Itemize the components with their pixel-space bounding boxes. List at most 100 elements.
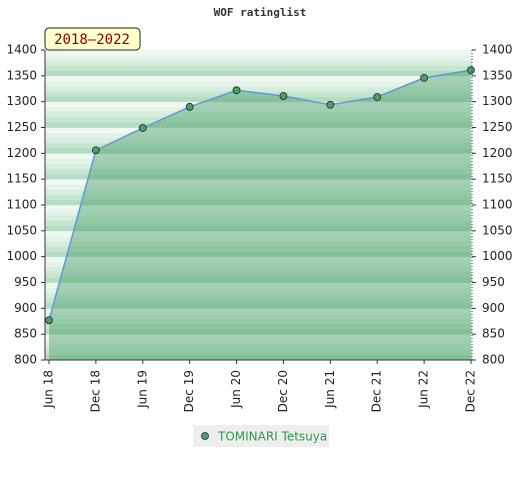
point xyxy=(373,93,382,101)
band xyxy=(45,277,472,283)
y-tick-label: 1150 xyxy=(6,172,37,186)
band xyxy=(45,298,472,304)
band xyxy=(45,153,472,159)
chart-title: WOF ratinglist xyxy=(214,6,307,19)
y-tick-label: 1350 xyxy=(6,68,37,82)
point xyxy=(45,316,53,325)
y-tick-label: 1200 xyxy=(6,146,37,160)
band xyxy=(45,287,472,294)
band xyxy=(45,184,472,190)
x-tick-label: Jun 18 xyxy=(42,370,56,409)
band xyxy=(45,55,472,61)
x-tick-label: Jun 20 xyxy=(229,370,243,409)
y2-tick-label: 1400 xyxy=(482,43,513,57)
band xyxy=(45,143,472,149)
band xyxy=(45,349,472,356)
y2-tick-label: 1200 xyxy=(482,146,513,160)
legend-label: TOMINARI Tetsuya xyxy=(217,430,327,444)
band xyxy=(45,174,472,180)
band xyxy=(45,148,472,154)
point xyxy=(185,102,194,111)
band xyxy=(45,261,472,268)
band xyxy=(45,101,472,108)
period-badge xyxy=(44,27,141,51)
band xyxy=(45,225,472,232)
x-tick-label: Dec 22 xyxy=(464,370,478,412)
band xyxy=(45,354,472,361)
x-tick-label: Dec 21 xyxy=(370,370,384,412)
band xyxy=(45,96,472,102)
band xyxy=(45,292,472,299)
y2-tick-label: 1000 xyxy=(482,249,513,263)
band xyxy=(45,91,472,97)
band xyxy=(45,189,472,195)
band xyxy=(45,117,472,123)
band xyxy=(45,168,472,175)
band xyxy=(45,339,472,345)
y2-tick-label: 1100 xyxy=(482,198,513,212)
x-tick-label: Jun 21 xyxy=(323,370,337,409)
band xyxy=(45,112,472,118)
y-tick-label: 1050 xyxy=(6,223,37,237)
point xyxy=(279,92,288,100)
band xyxy=(45,122,472,128)
y2-tick-label: 1250 xyxy=(482,120,513,134)
y2-tick-label: 800 xyxy=(482,353,505,367)
band xyxy=(45,106,472,113)
legend xyxy=(193,425,329,447)
band xyxy=(45,236,472,242)
line xyxy=(48,69,472,321)
point xyxy=(326,100,335,109)
band xyxy=(45,163,472,170)
y-tick-label: 1250 xyxy=(6,120,37,134)
band xyxy=(45,210,472,216)
band xyxy=(45,50,472,56)
y2-tick-label: 1300 xyxy=(482,94,513,108)
plot-background xyxy=(45,50,472,361)
band xyxy=(45,282,472,288)
y2-tick-label: 850 xyxy=(482,327,505,341)
band xyxy=(45,318,472,325)
y2-tick-label: 950 xyxy=(482,275,505,289)
band xyxy=(45,230,472,237)
band xyxy=(45,194,472,201)
band xyxy=(45,267,472,273)
band xyxy=(45,86,472,92)
y2-tick-label: 900 xyxy=(482,301,505,315)
band xyxy=(45,81,472,87)
plot xyxy=(45,66,475,361)
y-tick-label: 850 xyxy=(14,327,37,341)
legend-swatch xyxy=(201,432,209,440)
x-tick-label: Dec 20 xyxy=(276,370,290,412)
band xyxy=(45,329,472,335)
band xyxy=(45,308,472,314)
point xyxy=(138,124,147,132)
band xyxy=(45,323,472,330)
y-tick-label: 1100 xyxy=(6,198,37,212)
y-tick-label: 1300 xyxy=(6,94,37,108)
band xyxy=(45,241,472,247)
band xyxy=(45,220,472,226)
point xyxy=(420,74,429,82)
band xyxy=(45,75,472,82)
period-label: 2018–2022 xyxy=(54,32,130,48)
band xyxy=(45,70,472,77)
area xyxy=(49,70,471,361)
band xyxy=(45,251,472,257)
y-tick-label: 1400 xyxy=(6,43,37,57)
band xyxy=(45,132,472,139)
band xyxy=(45,256,472,263)
band xyxy=(45,215,472,221)
band xyxy=(45,158,472,164)
band xyxy=(45,137,472,144)
band xyxy=(45,303,472,309)
y-tick-label: 1000 xyxy=(6,249,37,263)
band xyxy=(45,334,472,340)
y2-tick-label: 1150 xyxy=(482,172,513,186)
band xyxy=(45,199,472,206)
band xyxy=(45,313,472,319)
band xyxy=(45,127,472,133)
y2-tick-label: 1050 xyxy=(482,223,513,237)
band xyxy=(45,272,472,278)
